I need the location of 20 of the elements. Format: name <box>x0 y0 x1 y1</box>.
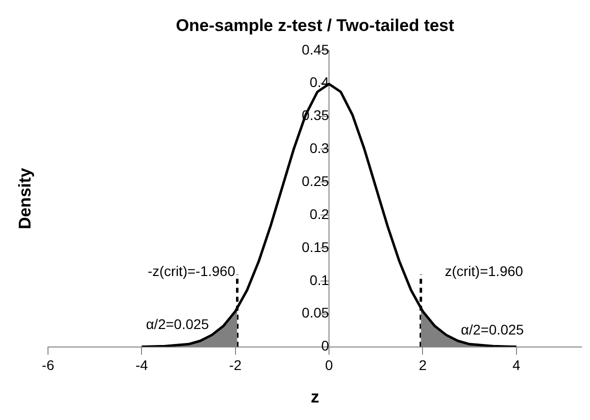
y-tick-label: 0.3 <box>310 140 330 156</box>
y-tick-label: 0.1 <box>310 272 330 288</box>
y-tick-label: 0.15 <box>302 238 330 255</box>
x-tick-label: 4 <box>512 357 521 374</box>
annotation: α/2=0.025 <box>460 322 524 338</box>
x-tick-label: -6 <box>42 357 54 374</box>
x-tick-label: -4 <box>135 357 148 374</box>
y-tick-label: 0 <box>321 338 330 354</box>
x-axis-title: z <box>310 387 320 406</box>
y-axis-title: Density <box>16 167 35 230</box>
y-tick-label: 0.25 <box>302 172 330 189</box>
x-tick-label: -2 <box>229 357 242 374</box>
annotation: -z(crit)=-1.960 <box>148 263 236 280</box>
annotation: α/2=0.025 <box>146 316 210 332</box>
y-tick-label: 0.45 <box>302 41 330 58</box>
y-tick-label: 0.2 <box>310 206 330 222</box>
chart-title: One-sample z-test / Two-tailed test <box>176 16 455 35</box>
y-tick-label: 0.05 <box>302 304 330 321</box>
x-tick-label: 2 <box>418 357 427 374</box>
annotation: z(crit)=1.960 <box>444 263 524 280</box>
